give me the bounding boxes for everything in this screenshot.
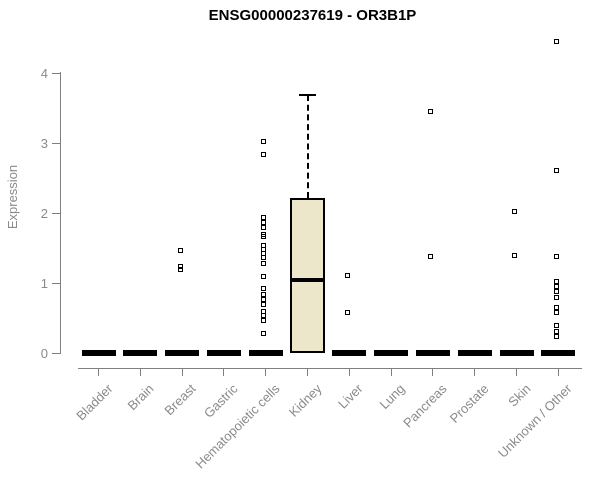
x-tick [516,368,517,376]
whisker-line [306,94,309,198]
x-tick [181,368,183,376]
y-tick-label: 1 [40,276,48,291]
outlier-point [261,330,267,336]
outlier-point [344,309,350,315]
outlier-point [261,139,267,145]
flat-box [165,350,200,356]
y-tick [52,282,60,284]
outlier-point [177,247,183,253]
x-tick [223,368,225,376]
outlier-point [553,167,559,173]
median-line [290,277,325,282]
y-tick-label: 2 [40,206,48,221]
flat-box [499,350,534,356]
outlier-point [553,39,559,44]
outlier-point [512,209,517,215]
outlier-point [512,252,517,258]
outlier-point [261,219,267,225]
flat-box [332,350,367,356]
outlier-point [553,322,559,328]
x-tick [390,368,392,376]
outlier-point [177,267,183,273]
y-tick-label: 4 [40,66,48,81]
outlier-point [428,109,434,114]
outlier-point [344,272,350,278]
outlier-point [261,224,267,230]
flat-box [541,350,576,356]
x-tick [432,368,434,376]
outlier-point [553,334,559,340]
outlier-point [553,253,559,259]
outlier-point [261,312,267,318]
y-tick [52,72,60,74]
x-tick [98,368,99,376]
y-tick [52,212,60,214]
outlier-point [261,302,267,308]
x-tick [557,368,559,376]
x-tick [348,368,350,376]
flat-box [206,350,241,356]
chart-title: ENSG00000237619 - OR3B1P [208,7,417,24]
flat-box [415,350,450,356]
outlier-point [261,152,267,158]
outlier-point [261,286,267,292]
y-axis-line [60,72,61,354]
outlier-point [261,214,267,220]
flat-box [457,350,492,356]
y-tick [52,352,60,354]
x-axis-line [78,368,582,369]
outlier-point [177,263,183,269]
y-tick-label: 0 [40,346,48,361]
x-tick [474,368,476,376]
outlier-point [261,260,267,266]
outlier-point [553,328,559,334]
outlier-point [261,274,267,280]
outlier-point [553,288,559,294]
x-tick [265,368,267,376]
x-tick [139,368,141,376]
y-axis-label: Expression [5,164,20,230]
outlier-point [553,305,559,310]
x-tick [307,368,308,376]
outlier-point [553,284,559,289]
y-tick-label: 3 [40,136,48,151]
flat-box [81,350,116,356]
outlier-point [553,309,559,315]
whisker-cap [299,93,316,96]
flat-box [248,350,283,356]
outlier-point [261,255,267,261]
outlier-point [261,297,267,303]
flat-box [123,350,158,356]
outlier-point [553,279,559,285]
outlier-point [261,317,267,323]
box [290,197,325,353]
flat-box [374,350,409,356]
outlier-point [261,234,267,240]
outlier-point [553,295,559,301]
y-tick [52,142,60,144]
outlier-point [428,253,434,259]
outlier-point [261,292,267,298]
